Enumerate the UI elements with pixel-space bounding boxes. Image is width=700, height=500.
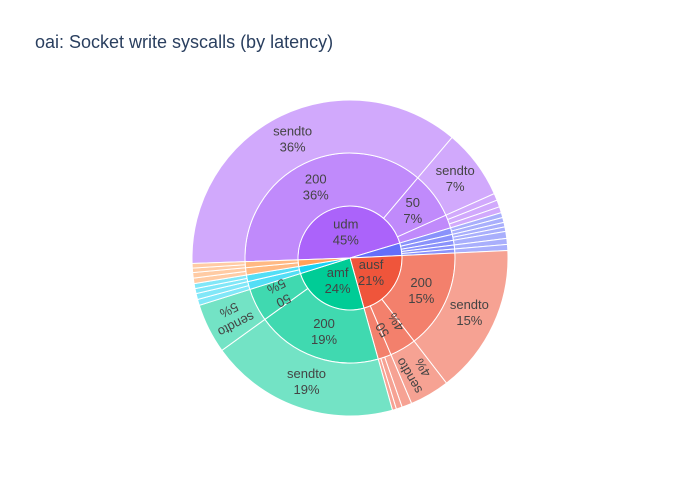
label-node-udm-50: 50 7% [403, 195, 422, 226]
chart-title: oai: Socket write syscalls (by latency) [35, 32, 334, 52]
sunburst-segments [191, 99, 509, 417]
label-node-ausf-200: 200 15% [408, 275, 434, 306]
label-node-ausf-200-sendto: sendto 15% [450, 297, 489, 328]
segment-node-udm-200-sendto[interactable] [191, 99, 453, 265]
label-node-amf: amf 24% [325, 265, 351, 296]
label-node-ausf: ausf 21% [358, 257, 384, 288]
label-node-udm-50-sendto: sendto 7% [436, 163, 475, 194]
label-node-udm-200: 200 36% [303, 171, 329, 202]
segment-node-minor-orange-o2-o2t[interactable] [191, 261, 246, 269]
label-node-udm: udm 45% [333, 216, 359, 247]
label-node-udm-200-sendto: sendto 36% [273, 124, 312, 155]
label-node-amf-200: 200 19% [311, 316, 337, 347]
label-node-amf-200-sendto: sendto 19% [287, 366, 326, 397]
